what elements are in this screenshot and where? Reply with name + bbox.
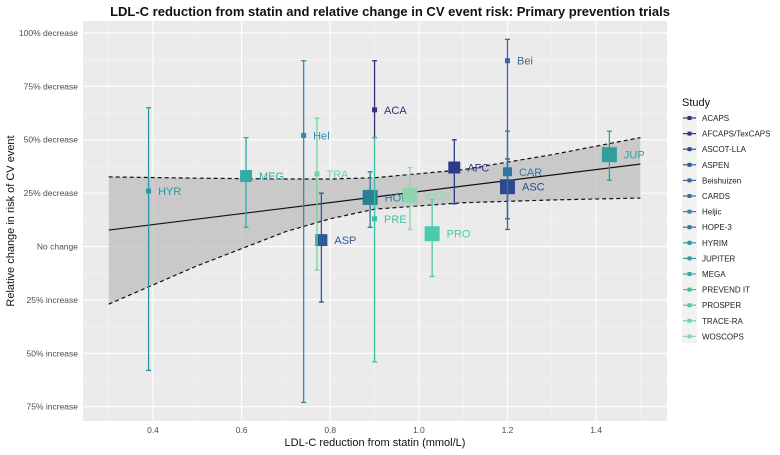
point-marker xyxy=(504,58,510,64)
x-tick-label: 1.2 xyxy=(502,425,514,435)
y-tick-label: No change xyxy=(37,242,78,252)
point-marker xyxy=(502,167,512,177)
x-tick-label: 1.0 xyxy=(413,425,425,435)
point-label: HYR xyxy=(158,186,181,198)
point-marker xyxy=(314,171,320,177)
point-marker xyxy=(362,189,378,205)
point-label: ASP xyxy=(334,235,356,247)
study-point-pro: PRO xyxy=(424,198,471,278)
x-tick-label: 0.6 xyxy=(236,425,248,435)
point-label: WOS xyxy=(425,190,451,202)
ci-lower-line xyxy=(108,197,641,305)
legend-item-label: ASCOT-LLA xyxy=(702,145,747,154)
ci-upper-line xyxy=(108,137,641,180)
legend-key-marker xyxy=(687,240,692,245)
point-marker xyxy=(424,226,440,242)
legend-key-marker xyxy=(687,194,692,198)
data-points: ACAAFCASCASPBeiCARHelHOPHYRJUPMEGPREPROT… xyxy=(146,38,645,404)
x-tick-label: 0.8 xyxy=(324,425,336,435)
y-tick-label: 100% decrease xyxy=(19,28,78,38)
legend-item-label: Heljic xyxy=(702,208,722,217)
study-point-hyr: HYR xyxy=(146,107,181,372)
legend-key-marker xyxy=(687,334,692,339)
study-point-meg: MEG xyxy=(240,136,284,228)
point-label: MEG xyxy=(259,171,284,183)
point-label: AFC xyxy=(467,163,489,175)
point-marker xyxy=(315,234,328,247)
point-marker xyxy=(372,107,378,113)
study-point-wos: WOS xyxy=(402,166,451,231)
legend-key-marker xyxy=(687,303,692,308)
study-point-jup: JUP xyxy=(601,130,645,181)
y-axis-label: Relative change in risk of CV event xyxy=(5,135,17,306)
legend-item-label: JUPITER xyxy=(702,254,736,263)
point-label: Hel xyxy=(313,130,330,142)
legend-key-marker xyxy=(687,287,692,292)
chart-title: LDL-C reduction from statin and relative… xyxy=(110,4,670,19)
point-label: ACA xyxy=(384,105,407,117)
study-point-pre: PRE xyxy=(372,136,407,363)
point-label: CAR xyxy=(519,167,542,179)
point-label: TRA xyxy=(326,169,349,181)
legend-item-label: HYRIM xyxy=(702,239,728,248)
point-marker xyxy=(372,216,378,222)
y-tick-label: 50% decrease xyxy=(24,135,79,145)
legend-item-label: PROSPER xyxy=(702,301,741,310)
point-marker xyxy=(146,188,152,194)
legend-item-label: ACAPS xyxy=(702,114,729,123)
x-tick-label: 0.4 xyxy=(147,425,159,435)
legend-item-label: TRACE-RA xyxy=(702,317,744,326)
point-marker xyxy=(301,132,307,138)
legend-title: Study xyxy=(682,97,711,109)
point-label: PRO xyxy=(447,229,471,241)
legend-key-marker xyxy=(687,256,692,261)
point-marker xyxy=(448,161,461,174)
y-tick-label: 75% increase xyxy=(26,402,78,412)
point-label: ASC xyxy=(522,182,545,194)
legend-key-marker xyxy=(687,318,692,323)
point-label: JUP xyxy=(624,150,645,162)
point-marker xyxy=(240,170,253,183)
y-tick-label: 75% decrease xyxy=(24,81,79,91)
point-label: PRE xyxy=(384,214,407,226)
y-tick-label: 25% increase xyxy=(26,295,78,305)
legend-key-marker xyxy=(687,272,692,276)
legend-item-label: Beishuizen xyxy=(702,176,741,185)
point-marker xyxy=(402,187,418,203)
y-tick-label: 50% increase xyxy=(26,348,78,358)
legend-item-label: PREVEND IT xyxy=(702,286,750,295)
study-point-tra: TRA xyxy=(314,117,349,271)
legend: Study ACAPS AFCAPS/TexCAPS ASCOT-LLA ASPEN B… xyxy=(682,97,770,343)
x-axis-label: LDL-C reduction from statin (mmol/L) xyxy=(285,437,466,449)
axes: 0.4 0.6 0.8 1.0 1.2 1.4 100% decrease 75% decre… xyxy=(19,28,602,435)
study-point-afc: AFC xyxy=(448,139,489,205)
y-tick-label: 25% decrease xyxy=(24,188,79,198)
legend-key-marker xyxy=(687,131,692,136)
legend-item-label: AFCAPS/TexCAPS xyxy=(702,130,770,139)
legend-item-label: WOSCOPS xyxy=(702,332,744,341)
study-point-car: CAR xyxy=(502,130,542,220)
legend-key-marker xyxy=(687,209,692,214)
study-point-asp: ASP xyxy=(315,192,356,303)
legend-key-marker xyxy=(687,225,692,230)
legend-item-label: CARDS xyxy=(702,192,730,201)
point-marker xyxy=(601,147,617,163)
legend-item-label: HOPE-3 xyxy=(702,223,732,232)
legend-item-label: MEGA xyxy=(702,270,726,279)
x-tick-label: 1.4 xyxy=(590,425,602,435)
legend-key-marker xyxy=(687,116,692,120)
point-label: Bei xyxy=(517,56,533,68)
legend-key-marker xyxy=(687,178,692,183)
legend-key-marker xyxy=(687,162,692,167)
legend-key-marker xyxy=(687,147,692,152)
legend-item-label: ASPEN xyxy=(702,161,729,170)
